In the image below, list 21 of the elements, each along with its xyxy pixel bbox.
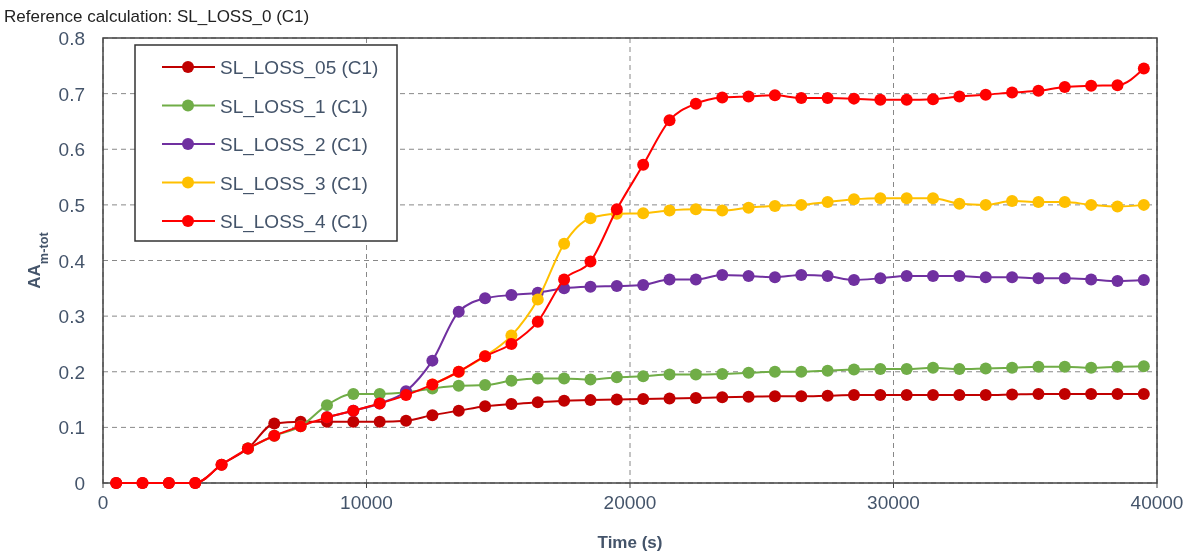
y-tick-label: 0.3 <box>58 306 85 328</box>
y-tick-label: 0.8 <box>58 28 85 49</box>
legend-label: SL_LOSS_4 (C1) <box>220 211 368 233</box>
x-axis-title: Time (s) <box>597 533 663 552</box>
legend-label: SL_LOSS_1 (C1) <box>220 95 368 118</box>
x-tick-label: 20000 <box>603 492 657 513</box>
legend-label: SL_LOSS_3 (C1) <box>220 172 368 195</box>
x-tick-label: 40000 <box>1130 492 1184 513</box>
y-tick-label: 0.4 <box>58 250 86 272</box>
legend-label: SL_LOSS_05 (C1) <box>220 57 379 79</box>
y-tick-label: 0.5 <box>58 194 85 216</box>
y-tick-label: 0.2 <box>58 361 85 383</box>
x-tick-label: 10000 <box>340 492 393 513</box>
y-tick-label: 0.1 <box>58 417 85 439</box>
x-tick-label: 30000 <box>867 492 920 513</box>
y-tick-label: 0.6 <box>58 139 85 161</box>
x-tick-label: 0 <box>97 492 109 513</box>
chart-title: Reference calculation: SL_LOSS_0 (C1) <box>4 7 310 26</box>
legend-label: SL_LOSS_2 (C1) <box>220 134 368 156</box>
y-tick-label: 0.7 <box>58 83 85 105</box>
y-tick-label: 0 <box>74 473 85 494</box>
